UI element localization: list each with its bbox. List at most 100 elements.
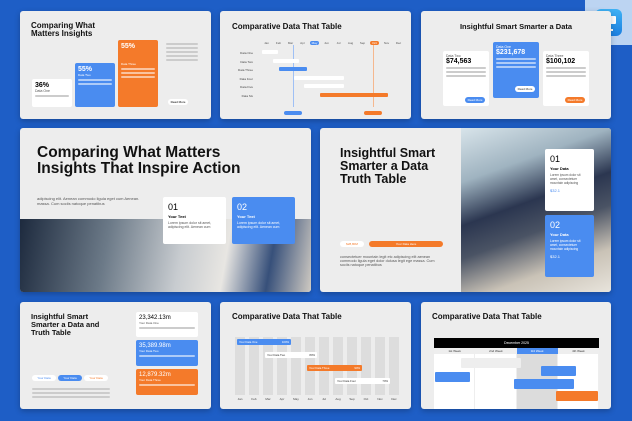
- body-text: adipiscing elit. Aenean commodo ligula e…: [37, 196, 140, 206]
- slide-6[interactable]: Insightful Smart Smarter a Data and Trut…: [20, 302, 211, 409]
- row-label: Data One: [240, 51, 253, 55]
- bar-label: Your Data Two: [267, 353, 286, 357]
- slide-4[interactable]: Comparing What Matters Insights That Ins…: [20, 128, 311, 292]
- stat-card: 55% Data Three: [118, 40, 158, 107]
- month-column: [235, 337, 245, 395]
- bar-label: Your Data Three: [309, 366, 330, 370]
- slide-3[interactable]: Insightful Smart Smarter a Data Data Two…: [421, 11, 611, 119]
- slide-2[interactable]: Comparative Data That Table Jan Feb Mar Apr…: [220, 11, 411, 119]
- calendar-event[interactable]: [556, 391, 598, 401]
- month-label: Nov: [383, 41, 390, 45]
- row-label: Data Four: [239, 76, 253, 81]
- slide-title: Insightful Smart Smarter a Data: [459, 22, 573, 31]
- month-label: Jun: [324, 41, 329, 45]
- stat-card: 36% Data One: [32, 79, 72, 107]
- slide-title: Comparing What Matters Insights That Ins…: [37, 144, 241, 178]
- slide-8[interactable]: Comparative Data That Table December 202…: [421, 302, 611, 409]
- month-column: [277, 337, 287, 395]
- text-card: 01 Your Text Lorem ipsum dolor sit amet, a…: [163, 197, 226, 244]
- slide-title: Insightful Smart Smarter a Data Truth Ta…: [340, 146, 436, 187]
- month-label: Dec: [395, 41, 402, 45]
- slide-title: Comparative Data That Table: [232, 312, 342, 321]
- read-more-button[interactable]: Read More: [465, 97, 485, 103]
- calendar-event[interactable]: [541, 366, 576, 376]
- data-button[interactable]: Your Data Here: [369, 241, 443, 247]
- progress-bar: Your Data One 100%: [237, 339, 291, 345]
- month-column: [375, 337, 385, 395]
- slide-7[interactable]: Comparative Data That Table Jan Feb Mar Apr…: [220, 302, 411, 409]
- week-header: 4th Week: [557, 348, 599, 354]
- milestone-pill: [364, 111, 382, 115]
- month-label: Feb: [251, 397, 257, 401]
- row-label: Data Six: [241, 93, 253, 98]
- bar-label: Your Data One: [239, 340, 258, 344]
- month-label: Sep: [349, 397, 355, 401]
- milestone-pill: [284, 111, 302, 115]
- month-label: Oct: [363, 397, 369, 401]
- month-label: Mar: [265, 397, 271, 401]
- month-column: [361, 337, 371, 395]
- month-label: Sep: [359, 41, 366, 45]
- week-header: 3rd Week: [516, 348, 558, 354]
- value-badge: $28,80M: [340, 241, 364, 247]
- stat-card: 12,879.32m Your Data Three: [136, 369, 198, 395]
- month-label: Jul: [322, 397, 326, 401]
- bar-value: 100%: [281, 340, 289, 344]
- month-label: Jul: [336, 41, 341, 45]
- gantt-bar: [294, 75, 344, 80]
- month-label: Apr: [300, 41, 305, 45]
- month-label: May: [310, 41, 319, 45]
- read-more-button[interactable]: Read More: [515, 86, 535, 92]
- month-label: Aug: [347, 41, 354, 45]
- month-label: Apr: [279, 397, 285, 401]
- data-card: 01 Your Data Lorem ipsum dolor sit amet, c…: [545, 149, 594, 211]
- month-label: Oct: [370, 41, 379, 45]
- data-pill[interactable]: Your Data: [32, 375, 56, 381]
- row-label: Data Three: [238, 68, 253, 72]
- calendar-event[interactable]: [461, 358, 521, 368]
- text-card: 02 Your Text Lorem ipsum dolor sit amet, a…: [232, 197, 295, 244]
- slide-title: Comparative Data That Table: [232, 22, 342, 31]
- month-column: [389, 337, 399, 395]
- data-pill[interactable]: Your Data: [84, 375, 108, 381]
- data-pill[interactable]: Your Data: [58, 375, 82, 381]
- read-more-button[interactable]: Read More: [168, 99, 188, 105]
- month-label: Mar: [287, 41, 294, 45]
- gantt-bar: [304, 84, 344, 88]
- body-text: consectetuer mountain legit etc adipisci…: [340, 255, 435, 267]
- month-label: Aug: [335, 397, 341, 401]
- calendar-event[interactable]: [514, 379, 574, 389]
- gantt-bar: [320, 92, 388, 97]
- month-label: Jun: [307, 397, 313, 401]
- month-column: [249, 337, 259, 395]
- slide-title: Comparative Data That Table: [432, 312, 542, 321]
- progress-bar: Your Data Two 80%: [265, 352, 317, 358]
- slide-5[interactable]: Insightful Smart Smarter a Data Truth Ta…: [320, 128, 611, 292]
- stat-card: 35,389.98m Your Data Two: [136, 340, 198, 366]
- slide-1[interactable]: Comparing What Matters Insights 36% Data …: [20, 11, 211, 119]
- month-label: Nov: [377, 397, 383, 401]
- bar-value: 80%: [309, 353, 315, 357]
- slide-title: Insightful Smart Smarter a Data and Trut…: [31, 312, 100, 337]
- bar-value: 90%: [354, 366, 360, 370]
- row-label: Data Two: [240, 59, 253, 64]
- month-label: Dec: [391, 397, 397, 401]
- week-header: 2nd Week: [475, 348, 517, 354]
- gantt-bar: [262, 50, 278, 54]
- month-label: Feb: [275, 41, 282, 45]
- price-card: Data One $231,678 Read More: [493, 42, 539, 98]
- today-line: [293, 45, 294, 107]
- calendar-header: December 2025: [434, 338, 599, 348]
- bar-label: Your Data Four: [337, 379, 356, 383]
- month-label: May: [293, 397, 299, 401]
- read-more-button[interactable]: Read More: [565, 97, 585, 103]
- month-column: [263, 337, 273, 395]
- price-card: Data Two $74,563 Read More: [443, 51, 489, 106]
- today-line: [373, 45, 374, 107]
- price-card: Data Three $100,102 Read More: [543, 51, 589, 106]
- data-card: 02 Your Data Lorem ipsum dolor sit amet, c…: [545, 215, 594, 277]
- row-label: Data Five: [240, 85, 253, 89]
- calendar-event[interactable]: [435, 372, 470, 382]
- stat-card: 55% Data Two: [75, 63, 115, 107]
- progress-bar: Your Data Four 70%: [335, 378, 390, 384]
